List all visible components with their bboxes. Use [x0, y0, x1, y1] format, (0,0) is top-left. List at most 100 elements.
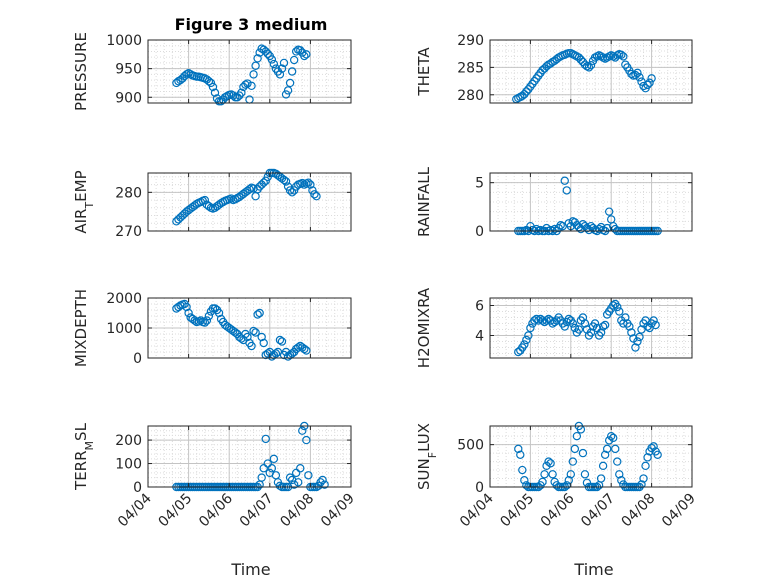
y-tick-label: 900: [115, 90, 142, 106]
data-point: [298, 178, 307, 188]
subplot-pressure: 900 950 1000 PRESSURE: [72, 32, 352, 111]
data-point: [580, 319, 590, 328]
data-point: [596, 474, 606, 483]
data-point: [617, 476, 626, 485]
data-point: [279, 58, 289, 68]
data-point: [208, 82, 218, 92]
data-point: [249, 326, 258, 336]
data-point: [617, 50, 626, 59]
data-point: [572, 431, 582, 441]
data-point: [631, 343, 640, 352]
data-point: [590, 319, 600, 328]
data-point: [275, 70, 285, 79]
data-point: [600, 450, 610, 460]
data-point: [249, 70, 258, 79]
data-point: [560, 176, 569, 185]
y-tick-label: 280: [115, 185, 142, 201]
data-point: [300, 180, 309, 189]
data-point: [651, 320, 660, 330]
data-point: [604, 207, 614, 216]
x-axis-label-left: Time: [230, 560, 270, 579]
y-axis-label: TERRMSL: [72, 422, 96, 491]
data-point: [637, 480, 646, 489]
data-point: [615, 470, 624, 479]
x-axis-label-right: Time: [573, 560, 613, 579]
data-point: [647, 74, 656, 83]
y-axis-label: THETA: [415, 47, 433, 97]
data-point: [298, 426, 307, 435]
data-point: [522, 87, 531, 96]
data-point: [552, 481, 561, 490]
y-tick-label: 500: [457, 438, 484, 454]
data-point: [578, 448, 588, 458]
data-point: [287, 188, 297, 197]
data-point: [625, 322, 634, 331]
data-point: [229, 91, 238, 100]
data-point: [306, 180, 315, 189]
y-tick-label: 2000: [106, 291, 142, 307]
data-point: [285, 186, 295, 195]
data-point: [653, 450, 662, 460]
data-point: [560, 322, 569, 331]
data-point: [296, 46, 305, 55]
data-point: [190, 316, 199, 325]
data-point: [243, 79, 252, 88]
figure-title: Figure 3 medium: [175, 15, 328, 34]
data-point: [633, 337, 642, 346]
data-point: [247, 341, 256, 351]
y-tick-label: 100: [115, 457, 142, 473]
y-tick-label: 4: [475, 329, 484, 345]
data-point: [639, 474, 648, 483]
data-point: [275, 481, 285, 491]
data-point: [281, 90, 291, 99]
data-point: [635, 73, 644, 82]
y-axis-label: PRESSURE: [72, 32, 90, 111]
data-point: [520, 340, 529, 349]
data-point: [627, 69, 636, 79]
data-point: [582, 223, 592, 233]
data-point: [645, 78, 654, 87]
data-point: [564, 476, 573, 485]
y-tick-label: 270: [115, 224, 142, 240]
data-point: [302, 435, 311, 445]
data-point: [635, 332, 644, 342]
data-point: [578, 313, 588, 322]
data-point: [214, 308, 224, 318]
data-point: [310, 190, 319, 199]
data-point: [210, 88, 220, 97]
data-point: [255, 308, 264, 318]
y-axis-label: MIXDEPTH: [72, 289, 90, 367]
data-point: [576, 55, 586, 64]
data-point: [182, 302, 191, 312]
data-point: [602, 444, 612, 454]
data-point: [633, 68, 642, 78]
data-point: [570, 323, 580, 333]
data-point: [586, 60, 596, 70]
data-point: [259, 464, 268, 473]
subplot-h2omixra: 4 6 H2OMIXRA: [415, 287, 693, 368]
data-point: [524, 331, 533, 340]
data-point: [532, 224, 541, 234]
data-point: [586, 328, 596, 337]
data-point: [641, 461, 650, 471]
y-tick-label: 6: [475, 299, 484, 315]
plot-area: [490, 426, 692, 487]
data-point: [296, 464, 305, 473]
data-point: [316, 478, 325, 487]
y-tick-label: 5: [475, 176, 484, 192]
data-point: [267, 55, 277, 64]
data-point: [607, 431, 616, 441]
subplot-rainfall: 0 5 RAINFALL: [415, 166, 693, 240]
axes-frame: [489, 297, 693, 359]
data-point: [615, 307, 624, 316]
data-point: [277, 337, 287, 346]
data-point: [300, 51, 309, 61]
data-point: [294, 478, 303, 487]
data-point: [538, 477, 547, 487]
data-point: [247, 81, 256, 91]
data-point: [283, 86, 293, 95]
data-point: [289, 55, 299, 65]
data-point: [596, 328, 606, 337]
data-point: [202, 316, 212, 325]
